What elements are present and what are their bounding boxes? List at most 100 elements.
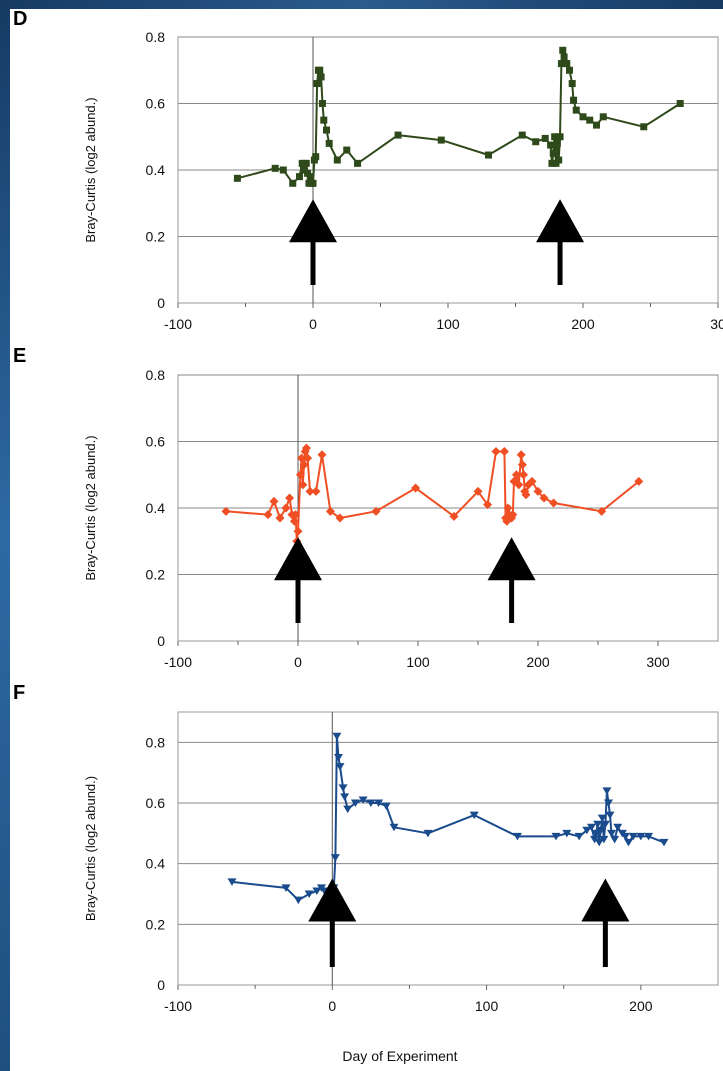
data-point (281, 503, 291, 513)
data-point (233, 174, 241, 182)
data-point (644, 832, 654, 841)
data-point (532, 138, 540, 146)
arrow-head (487, 537, 536, 581)
data-point (593, 121, 600, 129)
data-point (411, 483, 421, 493)
data-point (553, 139, 561, 147)
data-point (312, 153, 320, 161)
panel-label: F (13, 682, 25, 704)
data-point (499, 446, 509, 456)
data-point (366, 799, 376, 807)
data-point (275, 513, 285, 523)
data-point (541, 134, 549, 142)
data-point (281, 884, 291, 892)
x-tick-label: -100 (164, 316, 192, 332)
y-tick-label: 0.2 (146, 567, 166, 583)
data-point (221, 506, 231, 516)
x-tick-label: 0 (328, 998, 336, 1014)
data-point (549, 498, 559, 508)
y-axis-label: Bray-Curtis (log2 abund.) (83, 97, 98, 242)
y-tick-label: 0.8 (146, 734, 166, 750)
data-point (271, 164, 279, 172)
data-point (325, 506, 335, 516)
data-point (279, 166, 287, 174)
data-point (371, 506, 381, 516)
chart-panel-f: F 0 0.2 0.4 0.6 0.8 -100 0 100 200 Bray-Curtis (lo… (13, 682, 719, 1014)
data-point (289, 516, 299, 526)
y-tick-label: 0.6 (146, 96, 166, 112)
data-point (605, 811, 615, 820)
data-point (285, 493, 295, 503)
data-point (516, 450, 526, 460)
data-point (473, 486, 483, 496)
panels-group: D 0 0.2 0.4 0.6 0.8 -100 0 100 200 30 Bray-Curtis (… (13, 8, 723, 1014)
x-tick-label: 100 (475, 998, 499, 1014)
plot-area (177, 711, 719, 986)
data-point (317, 73, 325, 81)
y-axis-label: Bray-Curtis (log2 abund.) (83, 776, 98, 921)
data-point (591, 829, 601, 838)
data-point (291, 510, 301, 520)
data-point (485, 151, 492, 159)
data-point (313, 80, 321, 88)
y-tick-label: 0.4 (146, 162, 166, 178)
data-point (610, 835, 620, 844)
data-point (640, 123, 648, 131)
data-point (596, 826, 606, 835)
panel-label: D (13, 8, 27, 30)
data-point (332, 732, 342, 741)
x-tick-label: 200 (629, 998, 653, 1014)
data-point (293, 896, 303, 905)
data-point (562, 829, 572, 838)
data-point (483, 500, 493, 510)
x-tick-label: -100 (164, 998, 192, 1014)
data-point (296, 173, 303, 181)
data-point (560, 53, 568, 61)
data-point (305, 486, 315, 496)
y-tick-label: 0.4 (146, 500, 166, 516)
data-point (304, 890, 314, 898)
data-point (333, 156, 341, 164)
data-point (590, 835, 600, 844)
data-point (303, 453, 313, 463)
data-point (603, 799, 613, 807)
data-point (298, 480, 308, 490)
data-point (547, 141, 555, 149)
data-point (620, 832, 630, 841)
data-point (582, 826, 592, 835)
y-tick-label: 0.6 (146, 795, 166, 811)
data-point (333, 754, 343, 762)
data-point (597, 814, 607, 823)
data-point (557, 60, 565, 68)
data-point (519, 470, 529, 480)
data-point (343, 146, 351, 154)
y-tick-label: 0 (157, 295, 165, 311)
data-point (297, 453, 307, 463)
data-point (549, 149, 557, 157)
data-point (263, 510, 273, 520)
data-point (600, 820, 610, 829)
data-point (568, 80, 576, 88)
data-point (556, 133, 564, 141)
y-tick-label: 0 (157, 977, 165, 993)
y-tick-label: 0.8 (146, 367, 166, 383)
data-point (613, 823, 623, 832)
data-point (318, 100, 326, 107)
chart-panel-e: E 0 0.2 0.4 0.6 0.8 -100 0 100 200 300 Bray-Curtis … (13, 345, 719, 670)
data-point (302, 159, 310, 167)
arrow-head (581, 878, 630, 922)
frame-left-border (0, 0, 10, 1071)
x-tick-label: 100 (436, 316, 460, 332)
data-point (335, 763, 345, 771)
arrow-head (274, 537, 322, 581)
data-point (469, 811, 479, 820)
data-point (599, 113, 607, 121)
data-point (624, 838, 634, 847)
data-point (586, 116, 594, 124)
arrow-head (308, 878, 357, 922)
chart-panel-d: D 0 0.2 0.4 0.6 0.8 -100 0 100 200 30 Bray-Curtis (… (13, 8, 723, 332)
frame-top-border (0, 0, 723, 9)
data-point (320, 116, 328, 124)
data-point (566, 66, 573, 74)
x-tick-label: 200 (526, 654, 550, 670)
